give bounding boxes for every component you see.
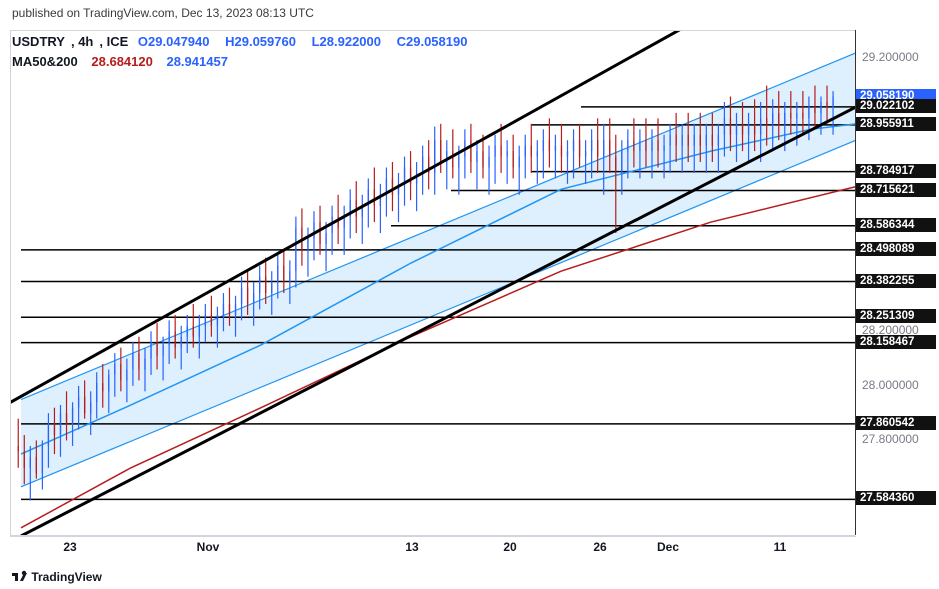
price-badge: 28.498089 (856, 242, 936, 256)
price-badge: 28.251309 (856, 309, 936, 323)
price-badge: 29.022102 (856, 99, 936, 113)
x-axis-label: 26 (593, 540, 606, 554)
x-axis-label: 20 (503, 540, 516, 554)
price-badge: 28.715621 (856, 183, 936, 197)
x-axis-label: 23 (63, 540, 76, 554)
time-axis: 23 Nov 13 20 26 Dec 11 (10, 535, 855, 560)
x-axis-label: 13 (405, 540, 418, 554)
price-badge: 27.860542 (856, 416, 936, 430)
footer-brand: TradingView (12, 570, 102, 585)
price-badge: 28.382255 (856, 274, 936, 288)
x-axis-label: Nov (197, 540, 220, 554)
price-badge: 28.784917 (856, 164, 936, 178)
y-axis-label: 28.000000 (862, 378, 919, 392)
price-badge: 27.584360 (856, 491, 936, 505)
tradingview-logo-icon (12, 570, 28, 585)
price-axis: 29.20000028.20000028.00000027.80000029.0… (855, 30, 938, 535)
price-badge: 28.158467 (856, 335, 936, 349)
chart-svg (11, 31, 856, 536)
chart-area[interactable] (10, 30, 856, 537)
price-badge: 28.586344 (856, 218, 936, 232)
publish-header: published on TradingView.com, Dec 13, 20… (12, 6, 314, 20)
y-axis-label: 29.200000 (862, 50, 919, 64)
footer-brand-text: TradingView (31, 570, 101, 584)
y-axis-label: 27.800000 (862, 432, 919, 446)
x-axis-label: Dec (657, 540, 679, 554)
price-badge: 28.955911 (856, 117, 936, 131)
x-axis-label: 11 (774, 540, 787, 554)
